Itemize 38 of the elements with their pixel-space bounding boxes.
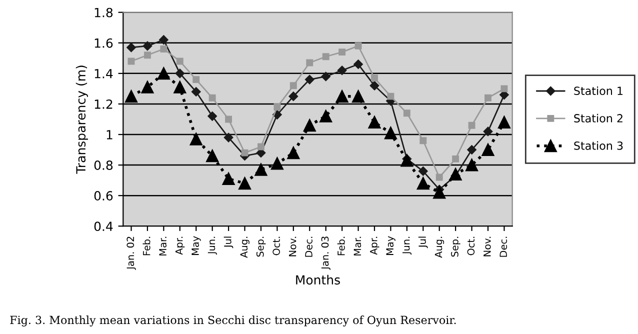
x-tick-label: Jul (224, 236, 234, 248)
x-tick-label: Apr. (175, 236, 185, 255)
x-tick-label: Nov. (288, 236, 296, 256)
x-tick-label: Oct. (272, 236, 280, 256)
y-tick-label: 1.6 (94, 38, 113, 48)
y-tick-label: 0.6 (94, 191, 113, 201)
y-tick-label: 1.4 (94, 69, 113, 78)
x-tick-label: Jan. 03 (321, 236, 330, 270)
x-tick-label: Feb. (337, 236, 345, 256)
y-tick-label: 1 (106, 130, 112, 140)
x-tick-label: Feb. (142, 236, 150, 256)
y-axis-title: Transparency (m) (76, 66, 88, 174)
x-axis-title: Months (296, 274, 340, 285)
x-tick-label: Oct. (467, 236, 475, 256)
x-tick-label: Dec. (500, 236, 508, 257)
x-tick-label: Apr. (370, 236, 380, 255)
y-tick-label: 0.8 (94, 160, 113, 170)
y-tick-label: 1.8 (94, 8, 113, 18)
x-tick-label: Jul (418, 236, 428, 248)
x-tick-label: Mar. (159, 236, 166, 256)
legend-label: Station 2 (574, 114, 622, 122)
x-tick-label: Jun. (402, 236, 412, 255)
x-tick-label: Dec. (305, 236, 312, 257)
caption: Fig. 3. Monthly mean variations in Secchi disc transparency of Oyun Reservoir. (10, 316, 456, 326)
y-tick-label: 1.2 (94, 99, 112, 109)
y-tick-label: 0.4 (94, 222, 113, 232)
legend-label: Station 3 (574, 141, 623, 150)
x-tick-label: Sep. (256, 236, 266, 257)
x-tick-label: May (192, 236, 201, 255)
legend-label: Station 1 (574, 86, 623, 96)
x-tick-label: Jun. (208, 236, 217, 255)
x-tick-label: Sep. (451, 236, 460, 257)
x-tick-label: Aug. (240, 236, 250, 258)
x-tick-label: Aug. (434, 236, 444, 258)
x-tick-label: Nov. (484, 236, 491, 256)
x-tick-label: May (386, 236, 396, 255)
x-tick-label: Jan. 02 (126, 236, 136, 270)
x-tick-label: Mar. (354, 236, 362, 256)
